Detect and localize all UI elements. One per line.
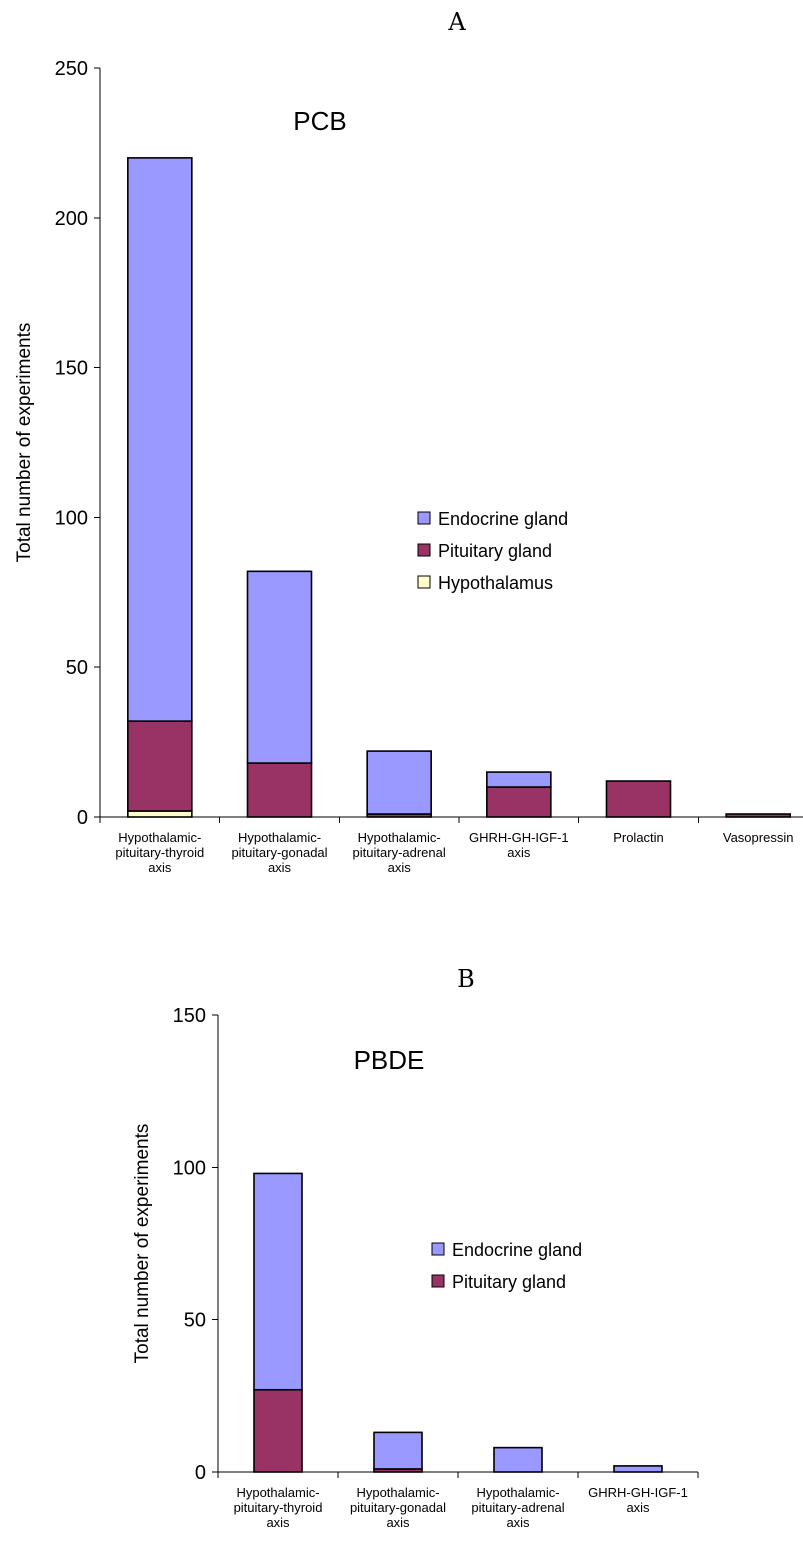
x-category-label: pituitary-thyroid: [234, 1500, 323, 1515]
x-category-label: pituitary-thyroid: [115, 845, 204, 860]
legend-label: Pituitary gland: [438, 541, 552, 561]
x-category-label: pituitary-adrenal: [471, 1500, 564, 1515]
legend-label: Endocrine gland: [452, 1240, 582, 1260]
legend-swatch: [417, 575, 431, 589]
x-category-label: axis: [507, 845, 531, 860]
x-category-label: axis: [268, 860, 292, 875]
x-category-label: axis: [266, 1515, 290, 1530]
x-category-label: Hypothalamic-: [236, 1485, 319, 1500]
y-tick-label: 50: [184, 1310, 206, 1332]
bar-segment: [493, 1446, 543, 1473]
y-tick-label: 0: [77, 807, 88, 829]
x-category-label: pituitary-adrenal: [353, 845, 446, 860]
chart-pbde: B PBDE 0 50 100 150 Total number of experiment…: [132, 965, 699, 1530]
x-category-label: Vasopressin: [723, 830, 794, 845]
bar-segment: [613, 1465, 663, 1473]
bar-segment: [127, 810, 193, 818]
bar-segment: [127, 720, 193, 812]
x-category-label: Hypothalamic-: [238, 830, 321, 845]
bar-segment: [486, 786, 552, 818]
y-tick-label: 150: [55, 358, 88, 380]
x-category-label: GHRH-GH-IGF-1: [588, 1485, 688, 1500]
legend-label: Endocrine gland: [438, 509, 568, 529]
y-tick-label: 200: [55, 208, 88, 230]
y-tick-label: 0: [195, 1462, 206, 1484]
y-axis-label: Total number of experiments: [14, 323, 35, 563]
bar-segment: [246, 570, 313, 764]
legend-label: Hypothalamus: [438, 573, 553, 593]
x-category-label: axis: [148, 860, 172, 875]
bar-segment: [373, 1431, 423, 1470]
legend-swatch: [431, 1274, 445, 1288]
legend-swatch: [417, 543, 431, 557]
legend-swatch: [417, 511, 431, 525]
chart-pcb: A PCB 0 50 100 150 200 250 Total number of exper…: [14, 8, 803, 875]
x-category-label: axis: [626, 1500, 650, 1515]
x-category-label: axis: [386, 1515, 410, 1530]
x-category-label: Hypothalamic-: [118, 830, 201, 845]
x-category-label: Prolactin: [613, 830, 664, 845]
bar-segment: [253, 1388, 303, 1473]
x-category-label: axis: [388, 860, 412, 875]
chart-title: PCB: [293, 106, 346, 136]
legend-swatch: [431, 1242, 445, 1256]
y-axis-label: Total number of experiments: [132, 1124, 153, 1364]
chart-title: PBDE: [354, 1045, 425, 1075]
panel-label: B: [457, 965, 475, 993]
bar-segment: [725, 813, 791, 818]
bar-segment: [605, 780, 672, 818]
y-tick-label: 150: [173, 1005, 206, 1027]
x-category-label: GHRH-GH-IGF-1: [469, 830, 569, 845]
y-tick-label: 100: [173, 1157, 206, 1179]
y-tick-label: 250: [55, 58, 88, 80]
legend-label: Pituitary gland: [452, 1272, 566, 1292]
panel-label: A: [447, 8, 466, 36]
x-category-label: pituitary-gonadal: [350, 1500, 446, 1515]
x-category-label: Hypothalamic-: [356, 1485, 439, 1500]
bar-segment: [253, 1172, 303, 1391]
bar-segment: [127, 157, 193, 722]
bar-segment: [366, 750, 432, 815]
bar-segment: [246, 762, 313, 818]
x-category-label: pituitary-gonadal: [231, 845, 327, 860]
y-tick-label: 100: [55, 507, 88, 529]
x-category-label: Hypothalamic-: [476, 1485, 559, 1500]
bar-segment: [486, 771, 552, 788]
x-category-label: Hypothalamic-: [358, 830, 441, 845]
y-tick-label: 50: [66, 657, 88, 679]
x-category-label: axis: [506, 1515, 530, 1530]
